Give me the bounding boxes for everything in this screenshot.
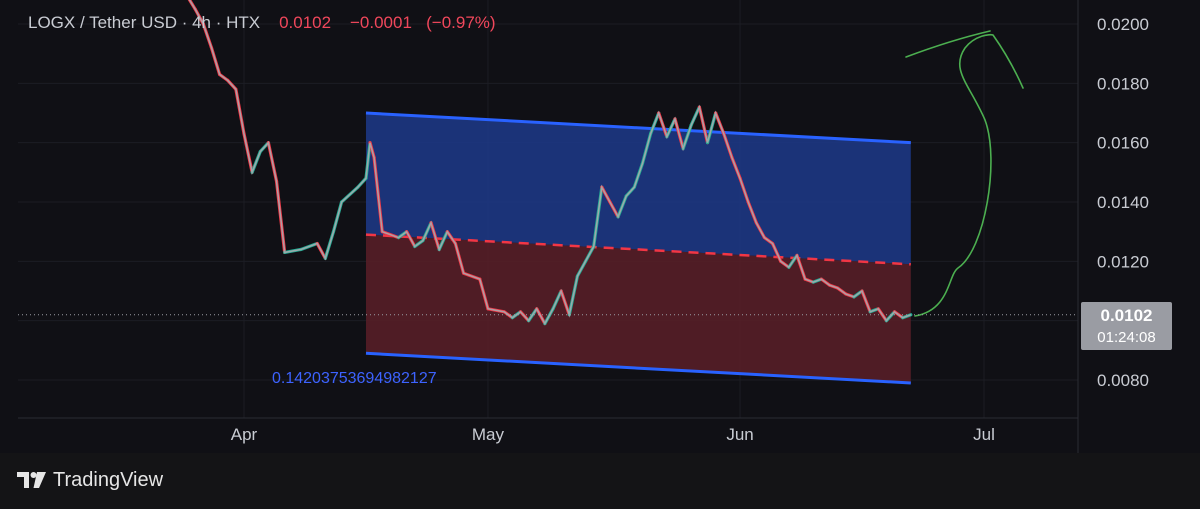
price-series — [187, 0, 913, 326]
separator — [417, 13, 422, 32]
drawing-stroke — [905, 30, 991, 58]
price-line — [188, 0, 912, 326]
x-tick-label: Apr — [231, 425, 258, 444]
channel-lower-line — [365, 351, 911, 385]
separator: · — [215, 13, 227, 32]
last-price-label: 0.0102 01:24:08 — [1081, 302, 1172, 350]
x-tick-label: Jul — [973, 425, 995, 444]
channel-lower-fill — [365, 234, 911, 383]
interval-label[interactable]: 4h — [192, 13, 212, 32]
x-axis[interactable]: Apr May Jun Jul — [231, 425, 995, 444]
drawing-curve — [914, 33, 1024, 317]
last-price-value: 0.0102 — [1100, 306, 1153, 325]
parallel-channel[interactable] — [365, 111, 911, 385]
y-tick-label: 0.0120 — [1097, 252, 1149, 271]
separator: · — [181, 13, 193, 32]
y-tick-label: 0.0080 — [1097, 371, 1149, 390]
y-tick-label: 0.0140 — [1097, 193, 1149, 212]
bar-countdown: 01:24:08 — [1097, 329, 1156, 346]
symbol-header[interactable]: LOGX / Tether USD · 4h · HTX 0.0102 −0.0… — [28, 13, 496, 33]
price-chart[interactable]: Apr May Jun Jul 0.02000.01800.01600.01400.0… — [0, 0, 1200, 453]
exchange-label: HTX — [226, 13, 261, 32]
footer-bar — [0, 453, 1200, 509]
price-change: −0.0001 — [349, 13, 412, 32]
last-price-header: 0.0102 — [279, 13, 332, 32]
tradingview-logo-icon[interactable] — [17, 470, 47, 490]
tradingview-brand[interactable]: TradingView — [53, 469, 164, 491]
separator — [336, 13, 345, 32]
x-tick-label: May — [472, 425, 505, 444]
y-tick-label: 0.0180 — [1097, 74, 1149, 93]
y-tick-label: 0.0160 — [1097, 134, 1149, 153]
y-axis[interactable]: 0.0200 0.0180 0.0160 0.0140 0.0120 0.0080 — [1097, 15, 1149, 390]
symbol-pair: LOGX / Tether USD — [28, 13, 177, 32]
y-tick-label: 0.0200 — [1097, 15, 1149, 34]
price-change-percent: (−0.97%) — [426, 13, 496, 32]
x-tick-label: Jun — [726, 425, 753, 444]
channel-annotation-label: 0.14203753694982127 — [272, 370, 437, 387]
channel-mid-line — [365, 233, 911, 266]
separator — [265, 13, 274, 32]
channel-upper-line — [365, 111, 911, 145]
channel-upper-fill — [365, 113, 911, 265]
freehand-drawing[interactable] — [905, 30, 1024, 317]
